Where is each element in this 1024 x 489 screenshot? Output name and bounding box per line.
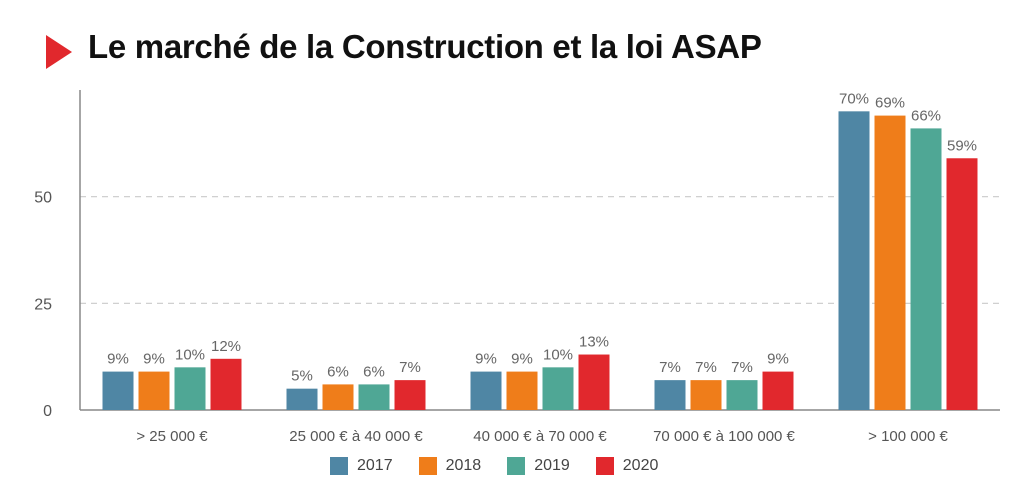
y-tick-label: 25 (34, 296, 52, 313)
legend-label: 2018 (445, 457, 482, 474)
x-tick-label: > 25 000 € (136, 428, 208, 445)
title-arrow-icon (46, 35, 72, 69)
data-label: 12% (211, 338, 241, 355)
bar (506, 371, 538, 410)
y-tick-label: 0 (43, 403, 52, 420)
legend-label: 2019 (534, 457, 570, 474)
data-label: 7% (695, 359, 717, 376)
legend-swatch (507, 457, 526, 475)
bar (174, 367, 206, 410)
bar (654, 380, 686, 410)
x-tick-label: 40 000 € à 70 000 € (473, 428, 607, 445)
legend-swatch (330, 457, 348, 475)
data-label: 70% (839, 90, 869, 107)
bar (690, 380, 722, 410)
bar (210, 358, 242, 410)
y-tick-label: 50 (34, 190, 52, 207)
bar (394, 380, 426, 410)
chart-header: Le marché de la Construction et la loi A… (0, 0, 1024, 80)
legend-swatch (595, 457, 614, 475)
data-label: 7% (399, 359, 421, 376)
bar (838, 111, 870, 410)
data-label: 6% (327, 363, 349, 380)
legend-label: 2017 (357, 457, 393, 474)
bar (578, 354, 610, 410)
data-label: 9% (511, 351, 533, 368)
legend-item: 2017 (330, 457, 393, 475)
legend-swatch (418, 457, 437, 475)
x-tick-label: 70 000 € à 100 000 € (653, 428, 795, 445)
chart-title: Le marché de la Construction et la loi A… (88, 28, 762, 65)
data-label: 10% (543, 346, 573, 363)
x-tick-label: > 100 000 € (868, 428, 948, 445)
bar (102, 371, 134, 410)
bar (322, 384, 354, 410)
data-label: 10% (175, 346, 205, 363)
bar (946, 158, 978, 410)
legend-label: 2020 (622, 457, 659, 474)
bar (726, 380, 758, 410)
x-tick-label: 25 000 € à 40 000 € (289, 428, 423, 445)
data-label: 9% (475, 351, 497, 368)
data-label: 7% (731, 359, 753, 376)
bar (138, 371, 170, 410)
bar (286, 388, 318, 410)
bar (358, 384, 390, 410)
data-label: 7% (659, 359, 681, 376)
data-label: 13% (579, 334, 609, 351)
data-label: 59% (947, 137, 977, 154)
data-label: 9% (143, 351, 165, 368)
data-label: 6% (363, 363, 385, 380)
data-label: 66% (911, 107, 941, 124)
legend-item: 2018 (418, 457, 482, 475)
chart-legend: 2017 2018 2019 2020 (330, 454, 684, 478)
bar (542, 367, 574, 410)
legend-item: 2020 (595, 457, 659, 475)
bar (910, 128, 942, 410)
bar (470, 371, 502, 410)
data-label: 69% (875, 95, 905, 112)
data-label: 9% (767, 351, 789, 368)
data-label: 9% (107, 351, 129, 368)
bar (874, 115, 906, 410)
data-label: 5% (291, 368, 313, 385)
legend-item: 2019 (507, 457, 570, 475)
bar (762, 371, 794, 410)
